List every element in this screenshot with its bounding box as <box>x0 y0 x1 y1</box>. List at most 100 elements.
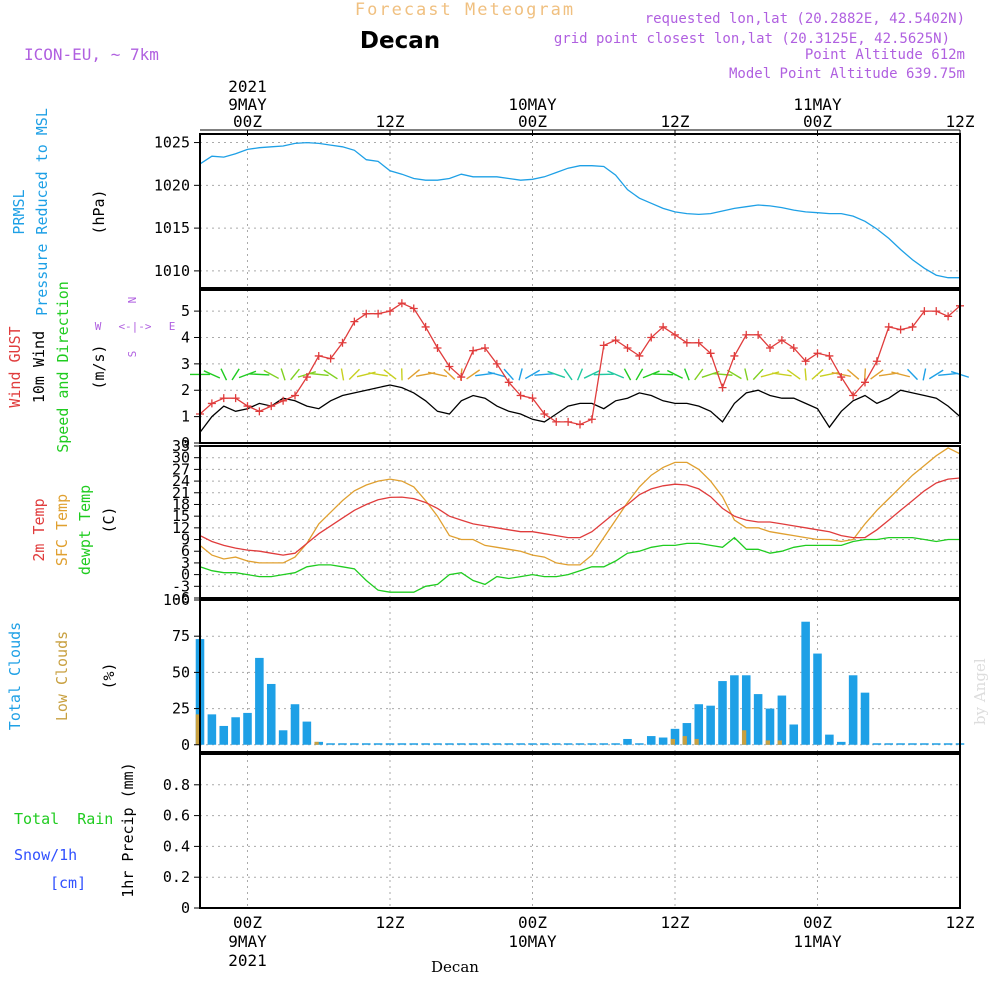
y-tick-label: 5 <box>181 302 190 320</box>
total-cloud-bar <box>730 675 739 744</box>
point-altitude: Point Altitude 612m <box>805 47 965 63</box>
total-cloud-bar <box>576 743 585 745</box>
footer-location: Decan <box>431 958 479 976</box>
wind-direction-arrow <box>787 370 800 379</box>
total-cloud-bar <box>825 735 834 745</box>
wind-direction-arrow <box>408 370 420 380</box>
gust-marker <box>897 326 905 334</box>
total-cloud-bar <box>635 743 644 745</box>
total-cloud-bar <box>908 743 917 745</box>
x-tick-label-top: 00Z <box>233 112 262 131</box>
y-tick-label: 3 <box>181 355 190 373</box>
wind-direction-arrow <box>653 374 673 375</box>
y-tick-label: 2 <box>181 381 190 399</box>
total-cloud-bar <box>884 743 893 745</box>
date-label-bottom: 10MAY <box>508 932 557 951</box>
total-cloud-bar <box>386 743 395 745</box>
gust-marker <box>315 352 323 360</box>
wind-direction-arrow <box>384 370 396 379</box>
gust-marker <box>422 323 430 331</box>
wind-direction-arrow <box>923 368 925 380</box>
total-cloud-bar <box>766 709 775 745</box>
wind-direction-arrow <box>368 373 387 376</box>
label-celsius: (C) <box>100 506 118 533</box>
total-cloud-bar <box>540 743 549 745</box>
frame-layer: 1010101510201025012345-6-303691215182124… <box>154 77 975 970</box>
total-cloud-bar <box>599 743 608 745</box>
wind-direction-arrow <box>891 372 909 377</box>
total-cloud-bar <box>255 658 264 745</box>
y-tick-label: 1020 <box>154 176 190 194</box>
total-cloud-bar <box>338 743 347 745</box>
label-total-clouds: Total Clouds <box>6 622 24 730</box>
total-cloud-bar <box>552 743 561 745</box>
label-10m-wind: 10m Wind <box>30 331 48 403</box>
y-tick-label: 50 <box>172 663 190 681</box>
total-cloud-bar <box>409 743 418 745</box>
y-tick-label: 1015 <box>154 219 190 237</box>
low-cloud-bar <box>778 740 782 744</box>
label-pressure-msl: Pressure Reduced to MSL <box>33 108 51 316</box>
label-prmsl: PRMSL <box>10 189 28 234</box>
total-cloud-bar <box>694 704 703 745</box>
y-tick-label: 0 <box>181 899 190 917</box>
label-gust: Wind GUST <box>6 326 24 407</box>
date-label-bottom: 11MAY <box>793 932 842 951</box>
gust-marker <box>267 402 275 410</box>
total-cloud-bar <box>362 743 371 745</box>
gust-marker <box>683 339 691 347</box>
compass-s: S <box>126 351 139 358</box>
gust-marker <box>291 392 299 400</box>
total-cloud-bar <box>718 681 727 745</box>
low-cloud-bar <box>766 740 770 744</box>
total-cloud-bar <box>350 743 359 745</box>
label-dewpt-temp: dewpt Temp <box>76 485 94 575</box>
low-cloud-bar <box>671 739 675 745</box>
grid-layer <box>200 134 960 908</box>
total-cloud-bar <box>623 739 632 745</box>
wind-direction-arrow <box>428 372 447 376</box>
compass-n: N <box>126 297 139 304</box>
wind-direction-arrow <box>636 369 643 380</box>
wind-direction-arrow <box>467 370 480 379</box>
wind-direction-arrow <box>249 374 269 375</box>
wind-direction-arrow <box>349 369 359 379</box>
gust-marker <box>825 352 833 360</box>
wind-direction-arrow <box>745 368 748 380</box>
gust-marker <box>350 318 358 326</box>
total-cloud-bar <box>421 743 430 745</box>
wind-direction-arrow <box>221 369 227 381</box>
compass-e: E <box>169 320 176 333</box>
wind-direction-arrow <box>341 368 343 380</box>
wind-direction-arrow <box>685 369 689 381</box>
y-tick-label: 4 <box>181 328 190 346</box>
total-cloud-bar <box>849 675 858 744</box>
total-cloud-bar <box>778 696 787 745</box>
label-ms: (m/s) <box>90 344 108 389</box>
total-cloud-bar <box>493 743 502 745</box>
x-tick-label-bottom: 00Z <box>518 913 547 932</box>
label-sfc-temp: SFC Temp <box>53 494 71 566</box>
wind-direction-arrow <box>772 373 791 376</box>
wind-direction-arrow <box>232 369 239 380</box>
total-cloud-bar <box>267 684 276 745</box>
wind-direction-arrow <box>908 369 918 379</box>
date-label-top: 11MAY <box>793 95 842 114</box>
wind-direction-arrow <box>519 368 522 380</box>
wind-direction-arrow <box>281 369 285 381</box>
year-label-bottom: 2021 <box>228 951 267 970</box>
x-tick-label-bottom: 00Z <box>803 913 832 932</box>
low-cloud-bar <box>694 739 698 745</box>
wind-direction-arrow <box>753 369 763 379</box>
gust-marker <box>778 336 786 344</box>
y-tick-label: 0.6 <box>163 807 190 825</box>
total-cloud-bar <box>528 743 537 745</box>
wind-direction-arrow <box>578 369 583 381</box>
low-cloud-bar <box>683 736 687 745</box>
wind-direction-arrow <box>871 370 884 379</box>
wind-direction-arrow <box>805 368 806 380</box>
total-cloud-bar <box>516 743 525 745</box>
total-cloud-bar <box>398 743 407 745</box>
label-snow: Snow/1h <box>14 846 77 864</box>
label-speed-dir: Speed and Direction <box>54 281 72 453</box>
